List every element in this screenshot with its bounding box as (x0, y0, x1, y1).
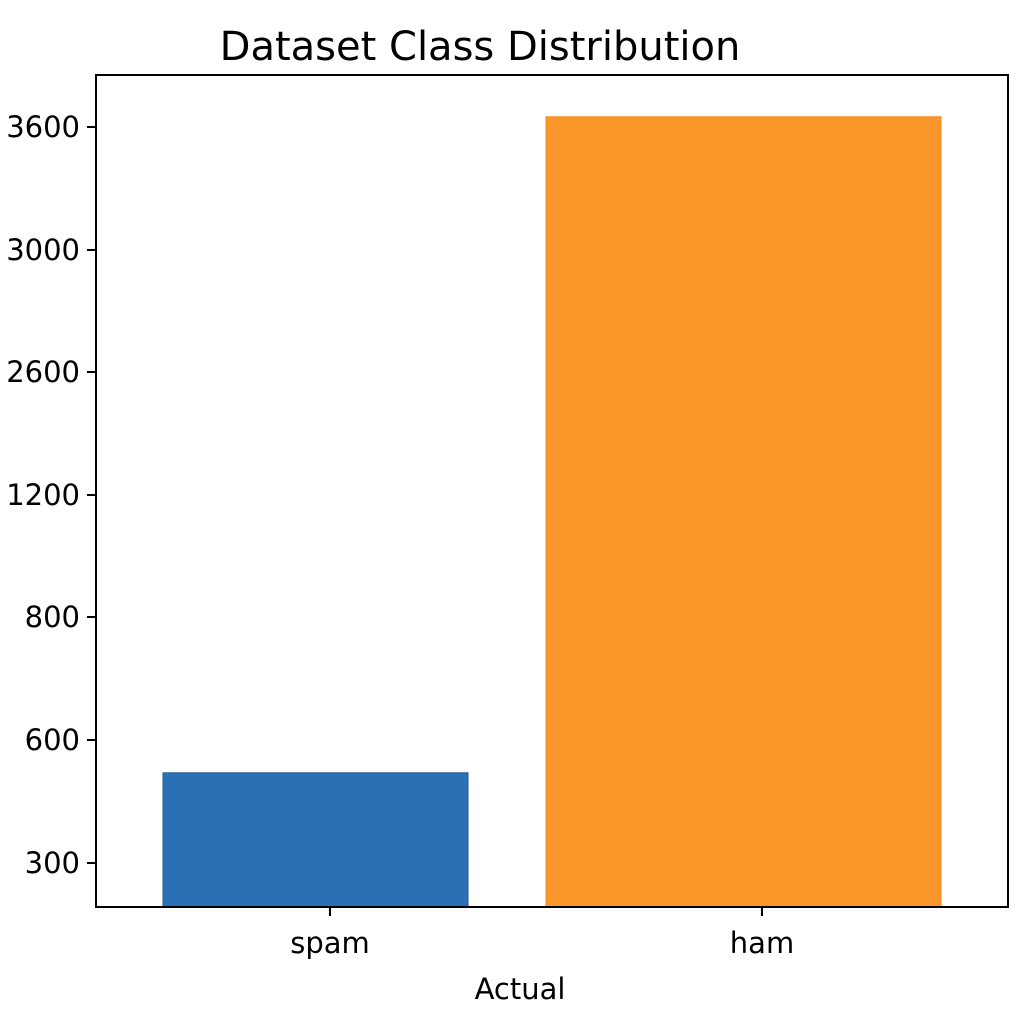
x-axis-label: Actual (475, 972, 566, 1006)
x-tick-label: ham (730, 926, 794, 960)
y-tick-label: 3600 (6, 110, 80, 144)
y-tick-label: 3000 (6, 233, 80, 267)
x-tick-label: spam (290, 926, 370, 960)
bar-ham (545, 116, 942, 908)
bar-spam (162, 772, 469, 908)
y-tick-label: 800 (25, 600, 80, 634)
bars-layer (162, 116, 942, 908)
y-tick-label: 300 (25, 846, 80, 880)
plot-frame (95, 74, 1009, 908)
chart-title: Dataset Class Distribution (220, 24, 741, 70)
x-axis: spam ham (290, 907, 794, 960)
y-tick-label: 2600 (6, 355, 80, 389)
y-axis: 300 600 800 1200 2600 3000 3600 (6, 110, 96, 880)
y-tick-label: 1200 (6, 478, 80, 512)
y-tick-label: 600 (25, 723, 80, 757)
